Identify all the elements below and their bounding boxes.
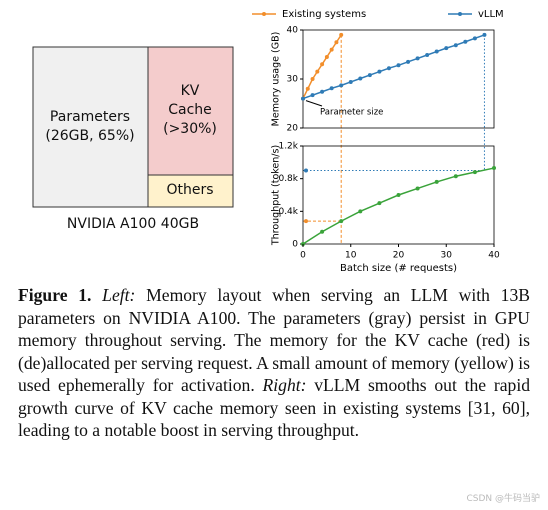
data-point bbox=[301, 96, 305, 101]
label: KV bbox=[181, 83, 200, 99]
y-axis-label: Memory usage (GB) bbox=[271, 32, 282, 127]
data-point bbox=[434, 179, 439, 184]
parameters-block bbox=[32, 46, 149, 208]
data-point bbox=[367, 73, 372, 78]
reference-marker bbox=[304, 168, 308, 173]
y-tick-label: 0 bbox=[292, 240, 298, 250]
legend-marker bbox=[262, 12, 266, 16]
caption: Figure 1. Left: Memory layout when servi… bbox=[18, 284, 530, 442]
y-axis-label: Throughput (token/s) bbox=[271, 145, 282, 246]
caption-text: vLLM smooths out the rapid growth curve … bbox=[18, 375, 530, 440]
data-point bbox=[482, 32, 487, 37]
data-point bbox=[472, 36, 477, 41]
caption-right: Right: bbox=[262, 375, 307, 395]
data-point bbox=[315, 69, 320, 74]
device-label: NVIDIA A100 40GB bbox=[67, 216, 199, 232]
data-point bbox=[463, 39, 468, 44]
x-tick-label: 10 bbox=[345, 251, 357, 261]
data-point bbox=[396, 63, 401, 68]
data-point bbox=[320, 89, 325, 94]
data-point bbox=[320, 62, 325, 67]
data-point bbox=[358, 209, 363, 214]
y-tick-label: 0.8k bbox=[278, 174, 298, 184]
legend-label: vLLM bbox=[478, 9, 504, 20]
data-point bbox=[406, 59, 411, 64]
annotation: Parameter size bbox=[320, 108, 383, 118]
data-point bbox=[324, 54, 329, 59]
data-point bbox=[453, 174, 458, 179]
legend-label: Existing systems bbox=[282, 9, 366, 20]
data-point bbox=[305, 86, 310, 91]
y-tick-label: 0.4k bbox=[278, 207, 298, 217]
data-point bbox=[453, 43, 458, 48]
data-point bbox=[339, 32, 344, 37]
data-point bbox=[377, 201, 382, 206]
data-point bbox=[358, 76, 363, 81]
data-point bbox=[348, 79, 353, 84]
caption-left: Left: bbox=[102, 285, 136, 305]
data-point bbox=[444, 46, 449, 51]
x-tick-label: 0 bbox=[300, 251, 306, 261]
caption-label: Figure 1. bbox=[18, 285, 92, 305]
y-tick-label: 40 bbox=[287, 26, 299, 36]
data-point bbox=[434, 49, 439, 54]
data-point bbox=[320, 229, 325, 234]
caption-text: Memory layout when serving an LLM with 1… bbox=[18, 285, 530, 395]
label: (26GB, 65%) bbox=[45, 128, 134, 144]
data-point bbox=[339, 219, 344, 224]
data-point bbox=[386, 66, 391, 71]
others-block bbox=[147, 174, 234, 208]
figure: Parameters (26GB, 65%) KV Cache (>30%) O… bbox=[32, 9, 504, 274]
legend-marker bbox=[458, 12, 462, 16]
data-point bbox=[334, 40, 339, 45]
x-tick-label: 40 bbox=[488, 251, 500, 261]
data-point bbox=[425, 52, 430, 57]
data-point bbox=[472, 170, 477, 175]
data-point bbox=[329, 47, 334, 52]
label: Parameters bbox=[50, 109, 130, 125]
data-point bbox=[310, 77, 315, 81]
data-point bbox=[415, 56, 420, 61]
data-point bbox=[415, 186, 420, 191]
kv-cache-block bbox=[147, 46, 234, 176]
x-tick-label: 30 bbox=[441, 251, 453, 261]
reference-marker bbox=[304, 219, 308, 224]
y-tick-label: 1.2k bbox=[278, 142, 298, 152]
data-point bbox=[310, 93, 315, 98]
x-axis-label: Batch size (# requests) bbox=[340, 263, 457, 274]
data-point bbox=[492, 166, 496, 171]
data-point bbox=[396, 193, 401, 197]
watermark: CSDN @牛码当驴 bbox=[466, 494, 540, 504]
data-point bbox=[329, 86, 334, 91]
label: (>30%) bbox=[163, 121, 217, 137]
label: Others bbox=[166, 182, 213, 198]
label: Cache bbox=[168, 102, 212, 118]
data-line bbox=[302, 167, 495, 245]
annotation-arrow bbox=[305, 100, 323, 107]
data-point bbox=[339, 83, 344, 88]
y-tick-label: 30 bbox=[287, 75, 299, 85]
data-point bbox=[377, 69, 382, 74]
x-tick-label: 20 bbox=[393, 251, 405, 261]
y-tick-label: 20 bbox=[287, 124, 299, 134]
